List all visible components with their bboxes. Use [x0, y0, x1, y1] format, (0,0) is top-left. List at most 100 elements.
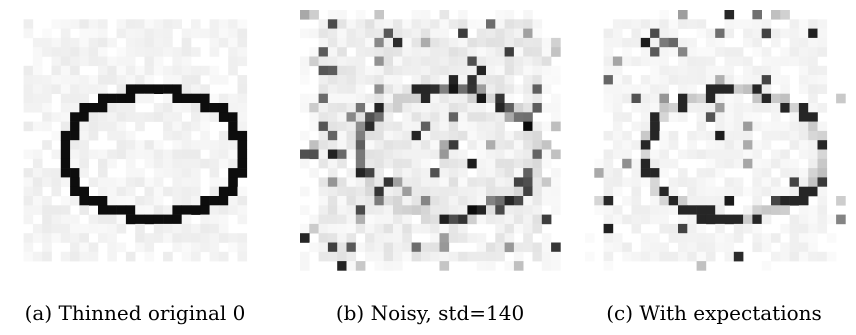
pixel [191, 29, 201, 39]
pixel [780, 122, 790, 132]
pixel [613, 84, 623, 94]
pixel [449, 168, 459, 178]
pixel [135, 47, 145, 57]
pixel [743, 215, 753, 225]
pixel [613, 94, 623, 104]
pixel [421, 57, 431, 67]
pixel [319, 38, 329, 48]
pixel [347, 215, 357, 225]
pixel [219, 196, 229, 206]
pixel [604, 57, 614, 67]
pixel [191, 159, 201, 169]
pixel [374, 261, 384, 271]
pixel [430, 215, 440, 225]
pixel [604, 47, 614, 57]
pixel [210, 140, 220, 150]
pixel [743, 187, 753, 197]
pixel [523, 10, 533, 20]
pixel [135, 122, 145, 132]
pixel [678, 112, 688, 122]
pixel [734, 233, 744, 243]
pixel [145, 196, 155, 206]
pixel [319, 103, 329, 113]
pixel [715, 103, 725, 113]
pixel [337, 140, 347, 150]
pixel [421, 103, 431, 113]
pixel [743, 205, 753, 215]
pixel [477, 66, 487, 76]
pixel [365, 224, 375, 234]
pixel [374, 112, 384, 122]
pixel [604, 94, 614, 104]
pixel [107, 38, 117, 48]
pixel [613, 122, 623, 132]
pixel [154, 140, 164, 150]
pixel [365, 243, 375, 253]
pixel [182, 94, 192, 104]
pixel [182, 84, 192, 94]
pixel [210, 168, 220, 178]
pixel [687, 57, 697, 67]
pixel [228, 47, 238, 57]
pixel [641, 168, 651, 178]
pixel [79, 187, 89, 197]
pixel [632, 215, 642, 225]
pixel [678, 243, 688, 253]
pixel [365, 47, 375, 57]
pixel [347, 261, 357, 271]
pixel [780, 47, 790, 57]
pixel [200, 224, 210, 234]
pixel [533, 205, 543, 215]
pixel [808, 131, 818, 141]
pixel [771, 29, 781, 39]
pixel [771, 122, 781, 132]
pixel [33, 103, 43, 113]
pixel [613, 205, 623, 215]
pixel [172, 131, 182, 141]
pixel [449, 131, 459, 141]
pixel [458, 10, 468, 20]
pixel [356, 103, 366, 113]
pixel [210, 177, 220, 187]
pixel [135, 233, 145, 243]
pixel [542, 252, 552, 262]
pixel [533, 150, 543, 160]
pixel [650, 103, 660, 113]
pixel [238, 84, 248, 94]
pixel [734, 177, 744, 187]
pixel [799, 233, 809, 243]
pixel [337, 215, 347, 225]
pixel [61, 38, 71, 48]
pixel [154, 150, 164, 160]
pixel [762, 205, 772, 215]
pixel [514, 224, 524, 234]
pixel [808, 66, 818, 76]
pixel [337, 233, 347, 243]
pixel [632, 94, 642, 104]
pixel [771, 177, 781, 187]
pixel [542, 66, 552, 76]
pixel [495, 252, 505, 262]
pixel [613, 140, 623, 150]
pixel [613, 233, 623, 243]
pixel [328, 168, 338, 178]
pixel [505, 29, 515, 39]
pixel [98, 112, 108, 122]
pixel [145, 205, 155, 215]
pixel [715, 29, 725, 39]
pixel [154, 84, 164, 94]
pixel [687, 47, 697, 57]
pixel [533, 103, 543, 113]
pixel [163, 38, 173, 48]
pixel [604, 187, 614, 197]
pixel [542, 187, 552, 197]
pixel [337, 243, 347, 253]
pixel [542, 47, 552, 57]
pixel [495, 159, 505, 169]
pixel [790, 38, 800, 48]
pixel [412, 94, 422, 104]
pixel [412, 159, 422, 169]
pixel [678, 38, 688, 48]
pixel [715, 94, 725, 104]
pixel [145, 187, 155, 197]
